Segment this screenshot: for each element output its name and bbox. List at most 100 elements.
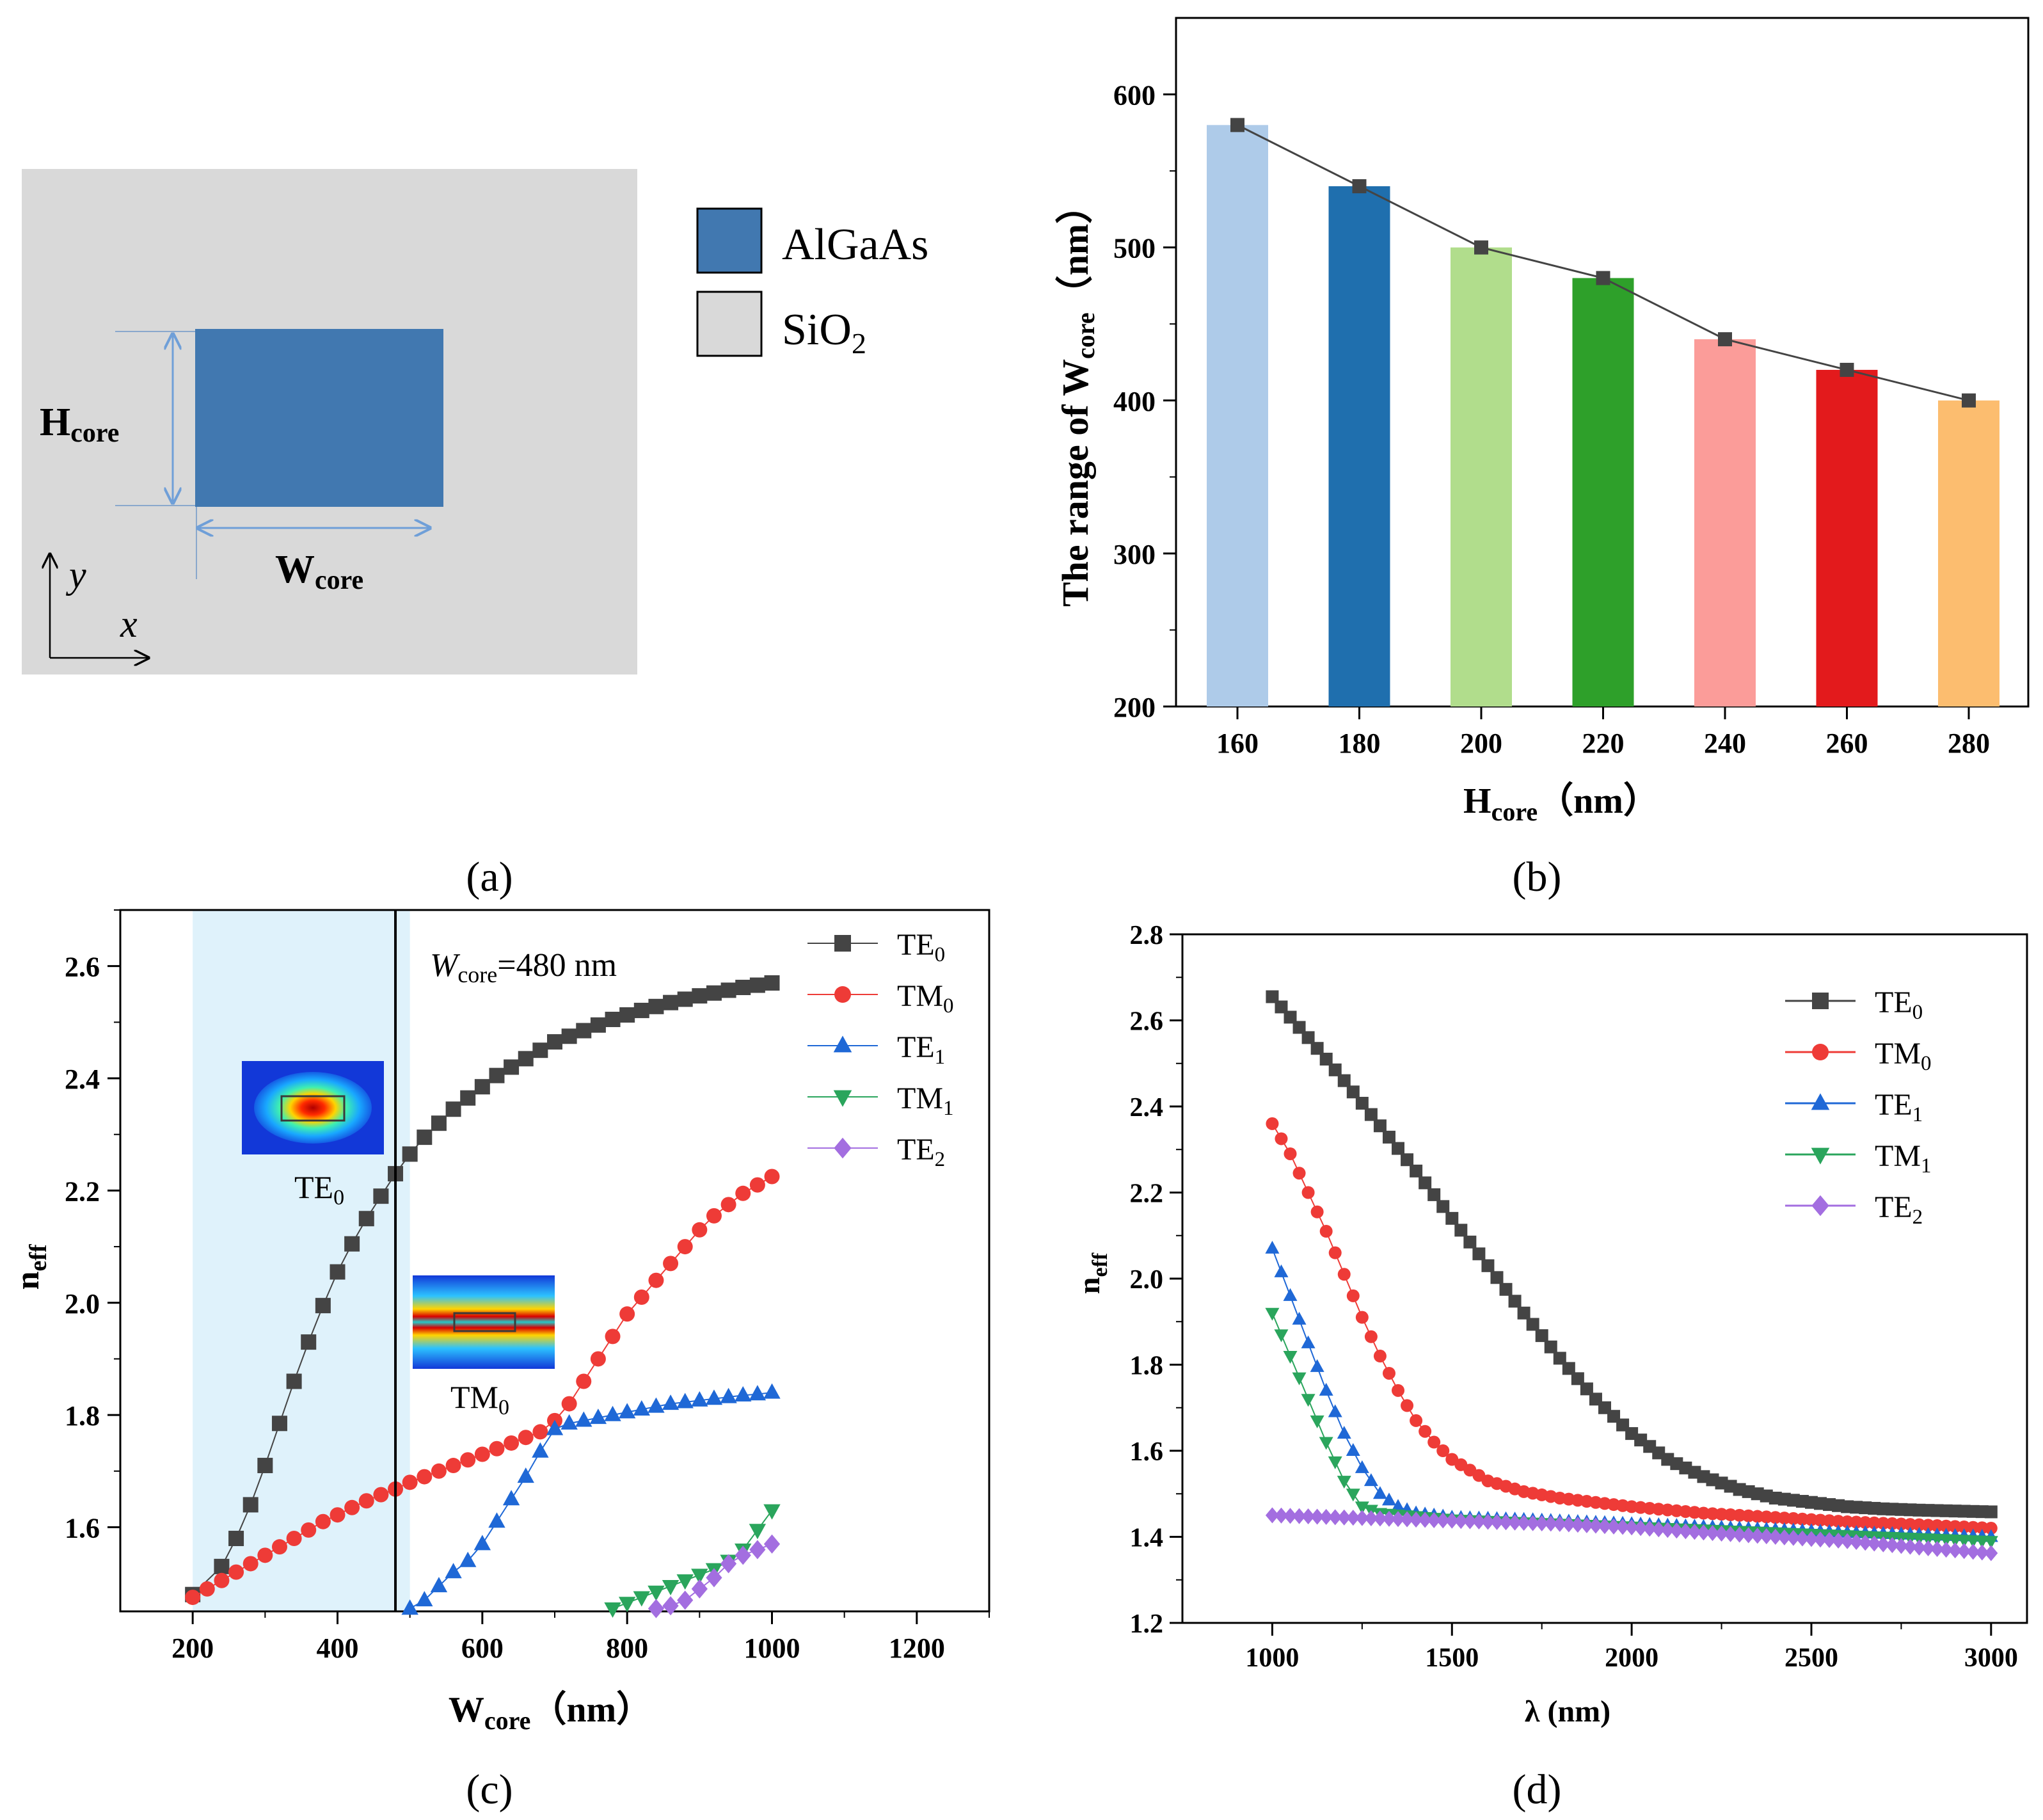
data-point: [1904, 1518, 1917, 1531]
y-tick-label: 200: [1113, 692, 1156, 723]
data-point: [749, 1524, 767, 1540]
legend-swatch-algaas: [696, 207, 763, 274]
legend-marker: [833, 1035, 852, 1053]
data-point: [663, 1256, 679, 1272]
data-point: [1921, 1519, 1935, 1532]
series-tm0: [1266, 1117, 1998, 1535]
bar: [1451, 247, 1512, 707]
data-point: [1813, 1531, 1827, 1548]
data-point: [1517, 1306, 1530, 1320]
data-point: [1328, 1456, 1342, 1469]
data-point: [358, 1493, 374, 1509]
data-point: [1571, 1372, 1584, 1385]
data-point: [1301, 1508, 1316, 1525]
data-point: [504, 1059, 520, 1075]
data-point: [1984, 1545, 1998, 1561]
x-tick-label: 800: [606, 1632, 648, 1664]
data-point: [1373, 1350, 1387, 1363]
data-point: [1310, 1508, 1324, 1525]
trend-marker: [1352, 179, 1367, 194]
data-point: [1777, 1529, 1792, 1545]
data-point: [1733, 1526, 1747, 1543]
trend-marker: [1718, 332, 1732, 347]
y-tick-label: 500: [1113, 233, 1156, 264]
data-point: [214, 1558, 230, 1574]
data-point: [1400, 1511, 1414, 1528]
data-point: [1984, 1505, 1998, 1519]
legend-label: TE2: [1875, 1190, 1923, 1229]
data-point: [330, 1507, 346, 1523]
data-point: [1391, 1511, 1405, 1528]
x-tick-label: 180: [1339, 728, 1381, 759]
data-point: [242, 1497, 258, 1513]
y-tick-label: 300: [1113, 539, 1156, 570]
x-tick-label: 1000: [744, 1632, 800, 1664]
data-point: [763, 1383, 781, 1399]
y-tick-label: 2.8: [1130, 921, 1164, 950]
panel-d-legend: TE0 TM0 TE1 TM1 TE2: [1785, 986, 1932, 1229]
x-tick-label: 160: [1216, 728, 1259, 759]
data-point: [517, 1467, 534, 1483]
data-point: [1355, 1501, 1369, 1515]
data-point: [1885, 1537, 1899, 1554]
data-point: [1319, 1053, 1333, 1066]
data-point: [199, 1581, 215, 1597]
data-point: [1284, 1508, 1298, 1524]
data-point: [474, 1079, 490, 1095]
data-point: [590, 1017, 606, 1033]
data-point: [706, 1568, 722, 1588]
data-point: [1867, 1535, 1881, 1552]
data-point: [301, 1522, 317, 1538]
y-tick-label: 2.0: [65, 1288, 100, 1320]
data-point: [604, 1405, 621, 1421]
data-point: [271, 1416, 287, 1432]
panel-b-y-axis-title: The range of Wcore（nm）: [1054, 187, 1100, 607]
series-te0: [1266, 990, 1998, 1519]
data-point: [677, 1239, 693, 1255]
data-point: [1346, 1510, 1360, 1526]
data-point: [1310, 1205, 1324, 1218]
panel-b-trend-line: [1230, 118, 1976, 408]
inset-te0-mode-profile: TE0: [242, 1061, 384, 1209]
data-point: [474, 1446, 490, 1462]
y-tick-label: 400: [1113, 386, 1156, 417]
data-point: [619, 1007, 635, 1023]
data-point: [1822, 1532, 1836, 1549]
y-tick-label: 1.6: [1130, 1437, 1164, 1467]
data-point: [1346, 1489, 1360, 1502]
series-te1: [1265, 1240, 1998, 1542]
data-point: [1274, 1507, 1288, 1524]
x-tick-label: 220: [1582, 728, 1625, 759]
data-point: [286, 1373, 302, 1389]
y-tick-label: 2.0: [1130, 1265, 1164, 1295]
data-point: [1912, 1539, 1926, 1556]
data-point: [1292, 1021, 1306, 1034]
data-point: [1372, 1486, 1387, 1499]
data-point: [749, 977, 765, 993]
data-point: [1948, 1520, 1962, 1533]
shaded-band: [193, 910, 410, 1611]
bar: [1694, 339, 1756, 706]
data-point: [1724, 1526, 1738, 1542]
data-point: [1850, 1515, 1863, 1529]
data-point: [1275, 1132, 1288, 1145]
data-point: [648, 1599, 665, 1618]
panel-b-bars: [1207, 125, 1999, 707]
data-point: [1634, 1520, 1648, 1537]
data-point: [460, 1452, 476, 1468]
data-point: [561, 1028, 577, 1044]
legend-label: TE1: [1875, 1088, 1923, 1126]
data-point: [1337, 1476, 1351, 1489]
data-point: [1598, 1518, 1612, 1535]
x-tick-label: 600: [461, 1632, 504, 1664]
series-te1: [401, 1383, 781, 1615]
panel-d-x-axis-title: λ (nm): [1525, 1695, 1610, 1728]
data-point: [401, 1599, 418, 1615]
data-point: [459, 1551, 477, 1567]
data-point: [1319, 1508, 1333, 1525]
data-point: [1562, 1362, 1575, 1375]
data-point: [242, 1556, 258, 1572]
x-tick-label: 2000: [1605, 1643, 1658, 1673]
data-point: [575, 1411, 592, 1427]
data-point: [1472, 1247, 1486, 1261]
